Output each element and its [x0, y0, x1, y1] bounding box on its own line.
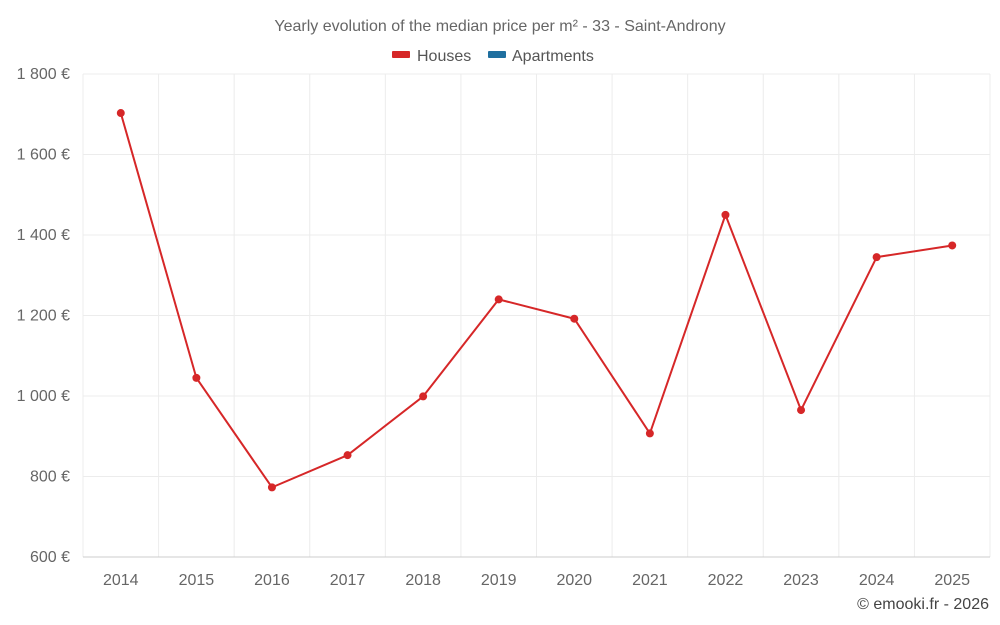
- series-houses: [116, 109, 957, 492]
- data-point-houses-2020[interactable]: [570, 314, 579, 323]
- x-tick-label: 2020: [556, 572, 592, 589]
- legend-swatch-apartments: [488, 51, 506, 58]
- y-tick-label: 600 €: [30, 549, 70, 566]
- legend-item-apartments[interactable]: Apartments: [488, 48, 594, 65]
- y-tick-label: 1 600 €: [17, 147, 70, 164]
- y-axis-ticks: 600 € 800 € 1 000 € 1 200 € 1 400 € 1 600 € 1 …: [17, 66, 70, 566]
- x-tick-label: 2014: [103, 572, 139, 589]
- data-point-houses-2018[interactable]: [419, 392, 428, 401]
- x-tick-label: 2017: [330, 572, 366, 589]
- x-tick-label: 2021: [632, 572, 668, 589]
- legend-item-houses[interactable]: Houses: [392, 48, 471, 65]
- x-tick-label: 2024: [859, 572, 895, 589]
- data-point-houses-2021[interactable]: [645, 429, 654, 438]
- legend: Houses Apartments: [392, 48, 594, 65]
- x-tick-label: 2016: [254, 572, 290, 589]
- chart-title: Yearly evolution of the median price per…: [274, 18, 725, 35]
- x-tick-label: 2025: [934, 572, 970, 589]
- x-tick-label: 2023: [783, 572, 819, 589]
- y-tick-label: 1 400 €: [17, 227, 70, 244]
- x-tick-label: 2018: [405, 572, 441, 589]
- legend-swatch-houses: [392, 51, 410, 58]
- data-point-houses-2017[interactable]: [343, 451, 352, 460]
- data-point-houses-2023[interactable]: [797, 406, 806, 415]
- credit-text: © emooki.fr - 2026: [857, 596, 989, 613]
- legend-label-apartments: Apartments: [512, 48, 594, 65]
- legend-label-houses: Houses: [417, 48, 471, 65]
- data-point-houses-2019[interactable]: [494, 295, 503, 304]
- y-tick-label: 800 €: [30, 469, 70, 486]
- data-point-houses-2022[interactable]: [721, 210, 730, 219]
- data-point-houses-2025[interactable]: [948, 241, 957, 250]
- x-tick-label: 2015: [179, 572, 215, 589]
- data-point-houses-2024[interactable]: [872, 253, 881, 262]
- y-tick-label: 1 000 €: [17, 388, 70, 405]
- data-point-houses-2014[interactable]: [116, 109, 125, 118]
- series-line-houses: [119, 112, 953, 489]
- data-point-houses-2015[interactable]: [192, 373, 201, 382]
- data-point-houses-2016[interactable]: [267, 483, 276, 492]
- x-tick-label: 2022: [708, 572, 744, 589]
- x-tick-label: 2019: [481, 572, 517, 589]
- x-axis-ticks: 2014 2015 2016 2017 2018 2019 2020 2021 2022 2023…: [103, 572, 970, 589]
- y-tick-label: 1 800 €: [17, 66, 70, 83]
- y-tick-label: 1 200 €: [17, 308, 70, 325]
- grid: [82, 73, 991, 557]
